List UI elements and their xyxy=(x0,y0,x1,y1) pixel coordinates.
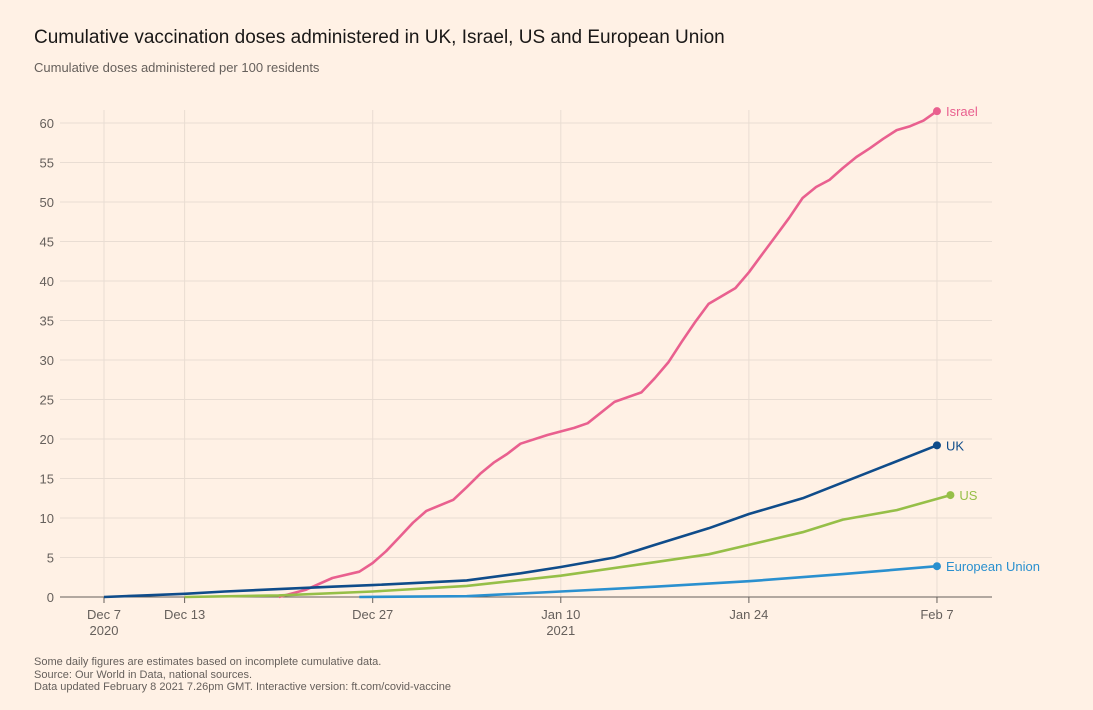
series-line-european-union xyxy=(359,564,938,599)
x-tick-label: Dec 27 xyxy=(352,607,393,622)
series-label-european-union: European Union xyxy=(946,559,1040,574)
y-tick-label: 55 xyxy=(40,156,54,171)
source-note: Source: Our World in Data, national sour… xyxy=(34,668,253,681)
footnote: Some daily figures are estimates based o… xyxy=(34,656,382,668)
end-point-european-union xyxy=(932,562,941,571)
series-line-uk xyxy=(103,444,938,599)
x-tick-label: Jan 24 xyxy=(729,607,768,622)
series-label-us: US xyxy=(959,488,977,503)
x-tick-sublabel: 2021 xyxy=(546,623,575,638)
series-label-uk: UK xyxy=(946,438,964,453)
x-tick-label: Dec 13 xyxy=(164,607,205,622)
y-tick-label: 35 xyxy=(40,314,54,329)
y-tick-label: 10 xyxy=(40,511,54,526)
y-tick-label: 5 xyxy=(47,551,54,566)
y-tick-label: 60 xyxy=(40,116,54,131)
end-point-us xyxy=(946,491,955,500)
y-tick-label: 0 xyxy=(47,590,54,605)
chart-title: Cumulative vaccination doses administere… xyxy=(34,27,725,48)
y-tick-label: 25 xyxy=(40,393,54,408)
footnotes: Some daily figures are estimates based o… xyxy=(34,656,451,694)
y-tick-label: 20 xyxy=(40,432,54,447)
chart-subtitle: Cumulative doses administered per 100 re… xyxy=(34,60,320,75)
end-point-israel xyxy=(932,107,941,116)
x-tick-label: Feb 7 xyxy=(920,607,953,622)
x-tick-label: Dec 7 xyxy=(87,607,121,622)
end-point-uk xyxy=(932,441,941,450)
y-tick-label: 45 xyxy=(40,235,54,250)
update-note: Data updated February 8 2021 7.26pm GMT.… xyxy=(34,681,451,693)
y-tick-label: 15 xyxy=(40,472,54,487)
series-label-israel: Israel xyxy=(946,104,978,119)
series-line-us xyxy=(184,493,951,599)
y-tick-label: 50 xyxy=(40,195,54,210)
y-tick-label: 40 xyxy=(40,274,54,289)
series-line-israel xyxy=(278,110,938,599)
y-tick-label: 30 xyxy=(40,353,54,368)
x-tick-label: Jan 10 xyxy=(541,607,580,622)
x-tick-sublabel: 2020 xyxy=(90,623,119,638)
